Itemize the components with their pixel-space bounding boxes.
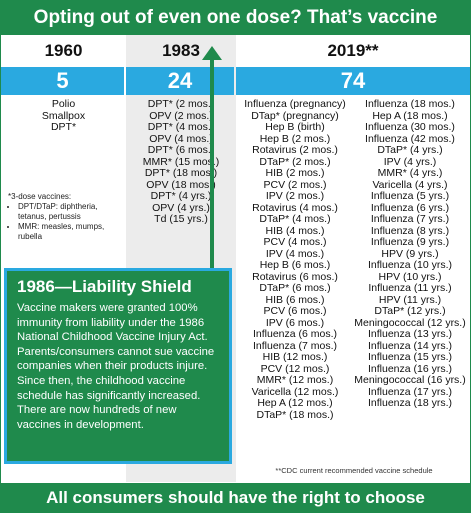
vaccine-item-2019: Influenza (6 mos.)	[252, 328, 338, 340]
vaccine-item-2019: HIB (4 mos.)	[265, 224, 325, 237]
vaccine-item-2019: Varicella (12 mos.)	[251, 385, 339, 398]
year-1960: 1960	[44, 41, 83, 60]
vaccine-item-2019: IPV (6 mos.)	[265, 316, 325, 329]
vaccine-item-2019: Influenza (5 yrs.)	[370, 190, 450, 202]
vaccine-list-1983: DPT* (2 mos.) OPV (2 mos.) DPT* (4 mos.) OP…	[126, 98, 236, 226]
count-bar-2019	[236, 67, 470, 95]
vaccine-item-2019: Rotavirus (6 mos.)	[252, 270, 338, 283]
vaccine-item-1983: OPV (4 yrs.)	[152, 201, 210, 214]
vaccine-item-2019: HPV (11 yrs.)	[378, 293, 442, 306]
vaccine-item-2019: Hep B (2 mos.)	[259, 132, 331, 145]
vaccine-item-2019: IPV (4 mos.)	[265, 247, 325, 260]
dose-note-item: DPT/DTaP: diphtheria, tetanus, pertussis	[18, 202, 120, 222]
vaccine-item-2019: MMR* (12 mos.)	[256, 374, 334, 386]
liability-shield-box: 1986—Liability Shield Vaccine makers wer…	[4, 268, 232, 464]
count-1983: 24	[167, 68, 193, 93]
vaccine-item-2019: Influenza (7 yrs.)	[370, 213, 450, 225]
vaccine-item-2019: Hep B (birth)	[265, 121, 325, 133]
year-2019: 2019**	[327, 41, 379, 60]
vaccine-item-2019: Rotavirus (4 mos.)	[252, 201, 338, 214]
dose-note-list: DPT/DTaP: diphtheria, tetanus, pertussis…	[8, 202, 120, 242]
vaccine-item-2019: Hep A (12 mos.)	[257, 397, 333, 409]
vaccine-item-2019: IPV (4 yrs.)	[383, 155, 437, 168]
vaccine-item-1983: Td (15 yrs.)	[154, 213, 208, 225]
vaccine-item-1960: Smallpox	[41, 109, 86, 122]
vaccine-item-2019: DTaP* (2 mos.)	[259, 155, 331, 168]
vaccine-item-2019: Influenza (17 yrs.)	[367, 385, 453, 398]
vaccine-item-2019: Influenza (42 mos.)	[365, 132, 455, 145]
top-banner: Opting out of even one dose? That’s vacc…	[1, 1, 470, 62]
vaccine-item-2019: Rotavirus (2 mos.)	[252, 144, 338, 156]
shield-title: 1986—Liability Shield	[17, 277, 192, 296]
vaccine-item-1983: OPV (2 mos.)	[149, 109, 213, 122]
year-1983: 1983	[162, 41, 200, 60]
vaccine-item-1983: DPT* (18 mos.)	[144, 167, 218, 179]
vaccine-item-2019: Influenza (10 yrs.)	[367, 259, 453, 271]
arrow-shaft	[210, 56, 214, 268]
vaccine-item-2019: Influenza (6 yrs.)	[370, 201, 450, 214]
count-bar-1983	[126, 67, 234, 95]
count-bar-1960	[1, 67, 124, 95]
count-1960: 5	[56, 68, 69, 93]
vaccine-item-2019: Meningococcal (12 yrs.)	[354, 316, 466, 329]
vaccine-item-2019: PCV (4 mos.)	[263, 236, 327, 248]
dose-note-title: *3-dose vaccines:	[8, 192, 72, 201]
vaccine-item-1983: DPT* (2 mos.)	[147, 98, 215, 110]
vaccine-item-2019: Hep A (18 mos.)	[372, 109, 448, 122]
vaccine-item-2019: DTaP* (4 mos.)	[259, 213, 331, 225]
vaccine-item-2019: HPV (9 yrs.)	[381, 247, 439, 260]
vaccine-item-2019: Influenza (30 mos.)	[365, 121, 455, 133]
count-2019: 74	[340, 68, 366, 93]
vaccine-item-1960: DPT*	[50, 121, 77, 133]
vaccine-list-2019-right: Influenza (18 mos.) Hep A (18 mos.) Influe…	[352, 98, 468, 410]
dose-note-item: MMR: measles, mumps, rubella	[18, 222, 120, 242]
vaccine-item-1983: DPT* (6 mos.)	[147, 144, 215, 156]
vaccine-item-2019: Influenza (15 yrs.)	[367, 351, 453, 363]
shield-body: Vaccine makers were granted 100% immunit…	[17, 302, 215, 431]
vaccine-item-2019: MMR* (4 yrs.)	[377, 167, 443, 179]
vaccine-item-2019: HIB (12 mos.)	[262, 351, 328, 363]
vaccine-item-2019: DTaP* (12 yrs.)	[374, 305, 446, 317]
vaccine-item-2019: Influenza (13 yrs.)	[367, 328, 453, 340]
vaccine-item-2019: PCV (6 mos.)	[263, 305, 327, 317]
vaccine-item-2019: PCV (2 mos.)	[263, 178, 327, 191]
arrow-up-icon	[202, 46, 222, 60]
vaccine-list-2019-left: Influenza (pregnancy) DTap* (pregnancy) He…	[238, 98, 352, 421]
vaccine-item-2019: Influenza (8 yrs.)	[370, 224, 450, 237]
cdc-footnote: **CDC current recommended vaccine schedu…	[275, 466, 433, 475]
vaccine-item-2019: DTaP* (18 mos.)	[256, 408, 334, 421]
vaccine-item-1983: DPT* (4 yrs.)	[150, 190, 212, 202]
vaccine-item-2019: DTaP* (6 mos.)	[259, 282, 331, 294]
vaccine-list-1960: Polio Smallpox DPT*	[1, 98, 126, 134]
vaccine-item-2019: Influenza (18 yrs.)	[367, 397, 453, 409]
vaccine-item-1960: Polio	[51, 98, 76, 110]
vaccine-item-2019: PCV (12 mos.)	[260, 362, 330, 375]
vaccine-item-1983: DPT* (4 mos.)	[147, 121, 215, 133]
vaccine-item-2019: Influenza (18 mos.)	[365, 98, 455, 110]
vaccine-item-2019: IPV (2 mos.)	[265, 190, 325, 202]
vaccine-item-2019: HIB (6 mos.)	[265, 293, 325, 306]
vaccine-item-2019: Influenza (7 mos.)	[252, 339, 338, 352]
vaccine-item-2019: Varicella (4 yrs.)	[372, 178, 448, 191]
vaccine-item-2019: Influenza (16 yrs.)	[367, 362, 453, 375]
vaccine-item-2019: Influenza (11 yrs.)	[368, 282, 452, 294]
vaccine-item-2019: DTaP* (4 yrs.)	[377, 144, 443, 156]
vaccine-item-2019: HIB (2 mos.)	[265, 167, 325, 179]
dose-note: *3-dose vaccines: DPT/DTaP: diphtheria, …	[8, 192, 120, 242]
vaccine-item-2019: Meningococcal (16 yrs.)	[354, 374, 466, 386]
vaccine-item-1983: OPV (4 mos.)	[149, 132, 213, 145]
vaccine-item-1983: MMR* (15 mos.)	[142, 155, 220, 168]
vaccine-item-2019: Hep B (6 mos.)	[259, 259, 331, 271]
vaccine-item-2019: Influenza (14 yrs.)	[367, 339, 453, 352]
vaccine-item-2019: DTap* (pregnancy)	[251, 109, 339, 122]
vaccine-item-2019: Influenza (9 yrs.)	[370, 236, 450, 248]
vaccine-item-1983: OPV (18 mos.)	[146, 178, 216, 191]
bottom-banner: All consumers should have the right to c…	[1, 483, 470, 512]
vaccine-item-2019: Influenza (pregnancy)	[244, 98, 346, 110]
vaccine-item-2019: HPV (10 yrs.)	[378, 270, 442, 283]
